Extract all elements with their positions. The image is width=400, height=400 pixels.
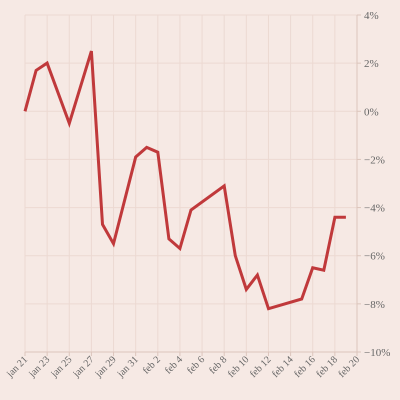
x-tick-label: jan 27 [71, 354, 97, 380]
y-tick-label: −6% [364, 251, 385, 263]
x-tick-label: feb 20 [336, 354, 362, 380]
x-tick-label: feb 2 [141, 354, 163, 376]
y-tick-label: −4% [364, 203, 385, 215]
y-tick-label: 4% [364, 10, 379, 22]
x-tick-label: feb 10 [226, 354, 252, 380]
x-tick-label: jan 31 [115, 354, 141, 380]
y-tick-label: −10% [364, 347, 390, 359]
x-tick-label: feb 4 [163, 354, 185, 376]
y-tick-label: 2% [364, 58, 379, 70]
x-tick-label: jan 25 [48, 354, 74, 380]
x-tick-label: feb 6 [185, 354, 207, 376]
series-line [23, 50, 346, 311]
x-tick-label: feb 16 [292, 354, 318, 380]
y-tick-label: −2% [364, 154, 385, 166]
x-tick-label: jan 23 [26, 354, 52, 380]
x-tick-label: jan 29 [93, 354, 119, 380]
x-tick-label: jan 21 [4, 354, 30, 380]
y-tick-label: −8% [364, 299, 385, 311]
y-tick-label: 0% [364, 106, 379, 118]
x-tick-label: feb 18 [314, 354, 340, 380]
x-tick-label: feb 14 [270, 354, 296, 380]
x-tick-label: feb 12 [248, 354, 274, 380]
